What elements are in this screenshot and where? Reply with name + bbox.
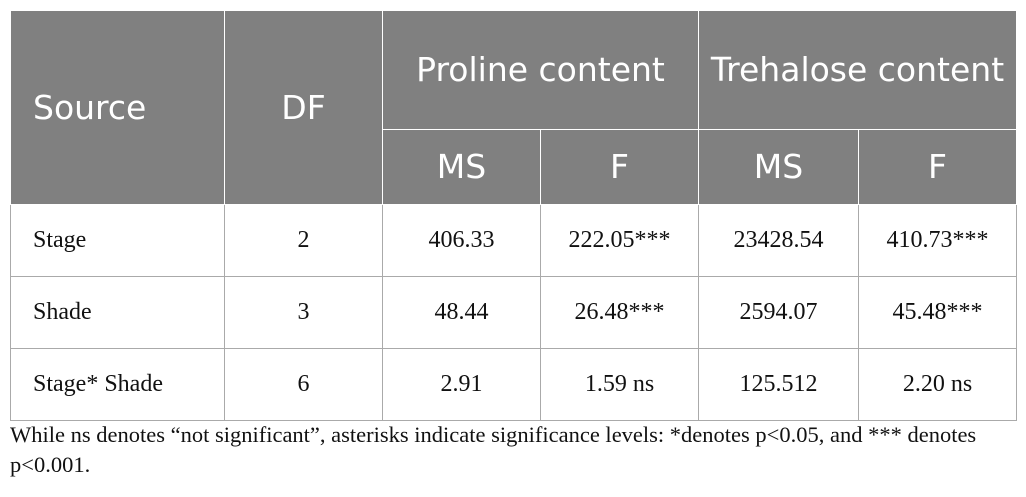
table-cell: 3	[224, 276, 383, 349]
header-row: Source DF Proline content Trehalose cont…	[10, 10, 1017, 205]
table-row: Stage 2 406.33 222.05*** 23428.54 410.73***	[10, 204, 1017, 277]
subheader-cell: MS	[382, 129, 541, 205]
header-group: Trehalose content	[698, 10, 1017, 130]
table-cell: Stage* Shade	[10, 348, 225, 421]
header-cell: DF	[224, 10, 383, 205]
table-cell: 222.05***	[540, 204, 699, 277]
header-group: Proline content	[382, 10, 699, 130]
subheader-row: MS F MS F	[11, 129, 1017, 205]
table-cell: 125.512	[698, 348, 859, 421]
table-cell: 45.48***	[858, 276, 1017, 349]
table-cell: 2.91	[382, 348, 541, 421]
table-body: Stage 2 406.33 222.05*** 23428.54 410.73*** Sh…	[10, 204, 1017, 421]
table-cell: 2.20 ns	[858, 348, 1017, 421]
subheader-cell: F	[540, 129, 699, 205]
table-cell: 410.73***	[858, 204, 1017, 277]
table-cell: 23428.54	[698, 204, 859, 277]
footnote: While ns denotes “not significant”, aste…	[10, 422, 977, 477]
table-cell: 406.33	[382, 204, 541, 277]
table-cell: Stage	[10, 204, 225, 277]
header-cell: Source	[10, 10, 225, 205]
table-cell: 6	[224, 348, 383, 421]
table-cell: 26.48***	[540, 276, 699, 349]
subheader-cell: MS	[698, 129, 859, 205]
table-cell: 2	[224, 204, 383, 277]
table-cell: 2594.07	[698, 276, 859, 349]
table-row: Stage* Shade 6 2.91 1.59 ns 125.512 2.20 ns	[10, 348, 1017, 421]
table-row: Shade 3 48.44 26.48*** 2594.07 45.48***	[10, 276, 1017, 349]
subheader-cell: F	[858, 129, 1017, 205]
table-cell: 48.44	[382, 276, 541, 349]
table-cell: Shade	[10, 276, 225, 349]
table-cell: 1.59 ns	[540, 348, 699, 421]
anova-table: Source DF Proline content Trehalose cont…	[10, 10, 1017, 421]
